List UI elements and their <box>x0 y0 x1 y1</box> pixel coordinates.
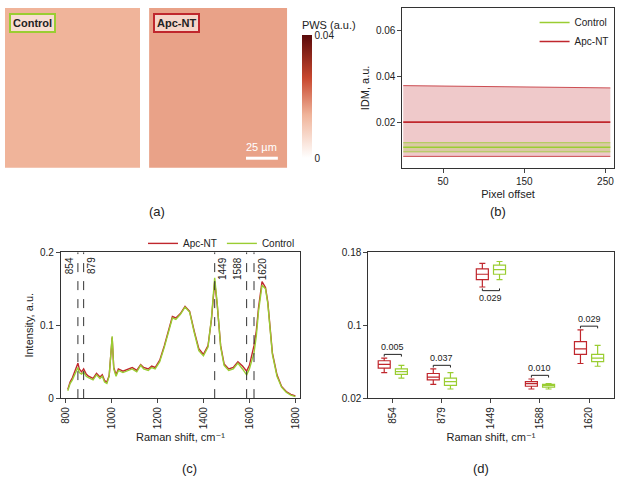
svg-text:1449: 1449 <box>217 257 228 280</box>
svg-text:1200: 1200 <box>152 407 163 430</box>
svg-text:Apc-NT: Apc-NT <box>575 36 609 47</box>
svg-text:879: 879 <box>436 407 447 424</box>
svg-text:0.010: 0.010 <box>528 363 551 373</box>
svg-text:1620: 1620 <box>583 407 594 430</box>
svg-text:0.2: 0.2 <box>40 247 54 258</box>
svg-text:250: 250 <box>597 176 614 187</box>
svg-text:0.04: 0.04 <box>315 30 335 41</box>
svg-text:IDM, a.u.: IDM, a.u. <box>359 66 371 111</box>
svg-text:25 µm: 25 µm <box>246 141 277 153</box>
svg-text:0.029: 0.029 <box>479 293 502 303</box>
svg-text:800: 800 <box>60 407 71 424</box>
svg-text:0.02: 0.02 <box>376 117 396 128</box>
svg-text:1588: 1588 <box>534 407 545 430</box>
svg-text:Pixel offset: Pixel offset <box>481 188 535 200</box>
svg-text:0.06: 0.06 <box>376 25 396 36</box>
svg-text:Raman shift, cm⁻¹: Raman shift, cm⁻¹ <box>446 431 535 443</box>
svg-text:1588: 1588 <box>232 257 243 280</box>
svg-text:50: 50 <box>437 176 449 187</box>
svg-text:0.1: 0.1 <box>347 320 361 331</box>
svg-text:Raman shift, cm⁻¹: Raman shift, cm⁻¹ <box>136 431 225 443</box>
svg-text:0.18: 0.18 <box>342 247 362 258</box>
svg-text:1800: 1800 <box>290 407 301 430</box>
svg-text:854: 854 <box>64 257 75 274</box>
svg-text:(b): (b) <box>490 204 506 219</box>
svg-text:0: 0 <box>48 393 54 404</box>
svg-text:PWS (a.u.): PWS (a.u.) <box>302 19 356 31</box>
svg-text:Control: Control <box>575 17 607 28</box>
svg-text:1449: 1449 <box>485 407 496 430</box>
svg-text:(d): (d) <box>473 461 489 476</box>
svg-text:0.1: 0.1 <box>40 320 54 331</box>
svg-text:Intensity, a.u.: Intensity, a.u. <box>23 293 35 358</box>
svg-text:Apc-NT: Apc-NT <box>157 17 196 29</box>
svg-text:(c): (c) <box>182 461 197 476</box>
svg-text:Control: Control <box>262 238 294 249</box>
svg-text:854: 854 <box>387 407 398 424</box>
svg-text:0.005: 0.005 <box>381 342 404 352</box>
svg-text:(a): (a) <box>149 204 165 219</box>
svg-text:Apc-NT: Apc-NT <box>183 238 217 249</box>
svg-text:0.02: 0.02 <box>342 393 362 404</box>
svg-text:1400: 1400 <box>198 407 209 430</box>
svg-text:0.037: 0.037 <box>430 353 453 363</box>
svg-text:1600: 1600 <box>244 407 255 430</box>
svg-text:0: 0 <box>315 153 321 164</box>
svg-text:0.04: 0.04 <box>376 71 396 82</box>
svg-text:1620: 1620 <box>257 258 268 281</box>
svg-text:Control: Control <box>13 17 52 29</box>
svg-text:150: 150 <box>516 176 533 187</box>
svg-text:879: 879 <box>86 257 97 274</box>
svg-text:1000: 1000 <box>106 407 117 430</box>
svg-text:0.029: 0.029 <box>578 314 601 324</box>
